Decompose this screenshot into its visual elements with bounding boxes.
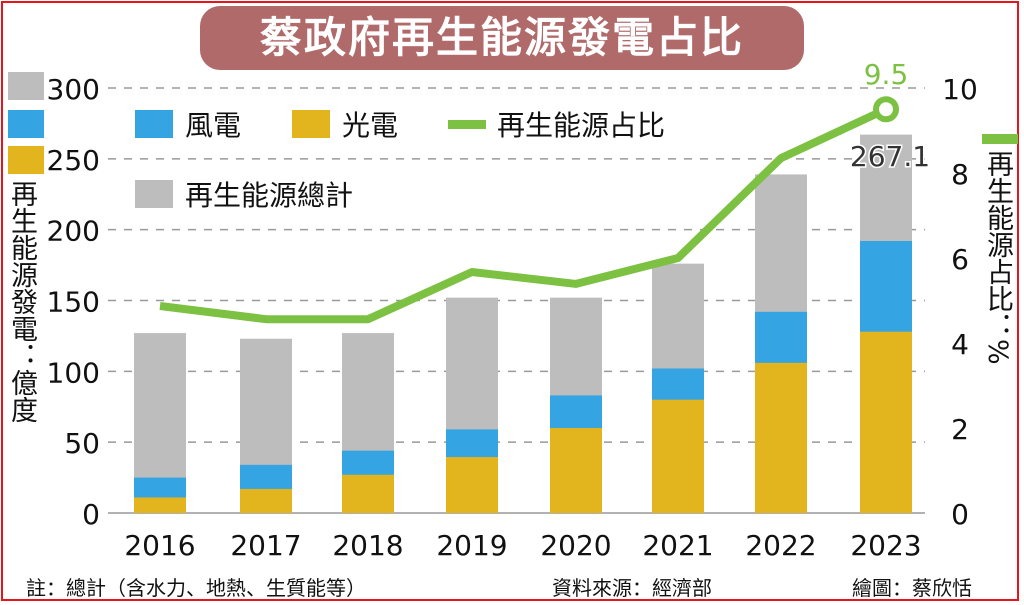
- chart-title: 蔡政府再生能源發電占比: [200, 6, 804, 70]
- bar-solar: [240, 488, 292, 513]
- left-axis-label: 再生能源發電：億度: [6, 180, 37, 423]
- legend-label-share: 再生能源占比: [497, 109, 665, 142]
- share-2023-label: 9.5: [864, 58, 909, 91]
- bar-solar: [342, 474, 394, 513]
- left-tick-label: 0: [82, 498, 100, 531]
- left-tick-label: 100: [47, 356, 100, 389]
- bar-solar: [755, 362, 807, 513]
- bar-solar: [134, 497, 186, 513]
- bar-solar: [652, 399, 704, 513]
- bar-solar: [446, 457, 498, 513]
- legend-label-total: 再生能源總計: [185, 179, 353, 212]
- legend-swatch-total-left: [8, 72, 44, 100]
- x-tick-label: 2020: [540, 529, 611, 562]
- right-tick-label: 6: [951, 243, 969, 276]
- legend-swatch-wind: [135, 110, 173, 138]
- x-tick-label: 2018: [332, 529, 403, 562]
- legend-swatch-solar: [292, 110, 330, 138]
- right-axis-legend-swatch: [982, 134, 1018, 144]
- left-tick-label: 150: [47, 286, 100, 319]
- share-point-2023: [873, 96, 899, 123]
- x-tick-label: 2023: [850, 529, 921, 562]
- x-tick-label: 2019: [436, 529, 507, 562]
- legend-swatch-total: [135, 180, 173, 208]
- right-tick-label: 4: [951, 328, 969, 361]
- left-tick-label: 250: [47, 144, 100, 177]
- footer-credit: 繪圖：蔡欣恬: [852, 576, 972, 600]
- left-tick-label: 200: [47, 215, 100, 248]
- legend-label-wind: 風電: [185, 109, 241, 142]
- right-tick-label: 2: [951, 413, 969, 446]
- x-tick-label: 2022: [745, 529, 816, 562]
- bar-solar: [860, 331, 912, 513]
- share-line: [159, 105, 888, 324]
- bar-solar: [550, 428, 602, 513]
- right-axis-label: 再生能源占比：%: [982, 150, 1013, 365]
- right-tick-label: 8: [951, 158, 969, 191]
- legend-swatch-wind-left: [8, 110, 44, 138]
- x-tick-label: 2021: [642, 529, 713, 562]
- right-tick-label: 0: [951, 498, 969, 531]
- total-2023-label: 267.1: [850, 140, 930, 173]
- legend-label-solar: 光電: [342, 109, 398, 142]
- footer-source: 資料來源：經濟部: [552, 576, 712, 600]
- left-tick-label: 300: [47, 73, 100, 106]
- legend-swatch-solar-left: [8, 146, 44, 174]
- x-tick-label: 2016: [124, 529, 195, 562]
- left-tick-label: 50: [64, 427, 100, 460]
- footer-note: 註：總計（含水力、地熱、生質能等）: [26, 576, 366, 600]
- legend-swatch-share: [448, 120, 486, 129]
- x-tick-label: 2017: [230, 529, 301, 562]
- right-tick-label: 10: [942, 73, 978, 106]
